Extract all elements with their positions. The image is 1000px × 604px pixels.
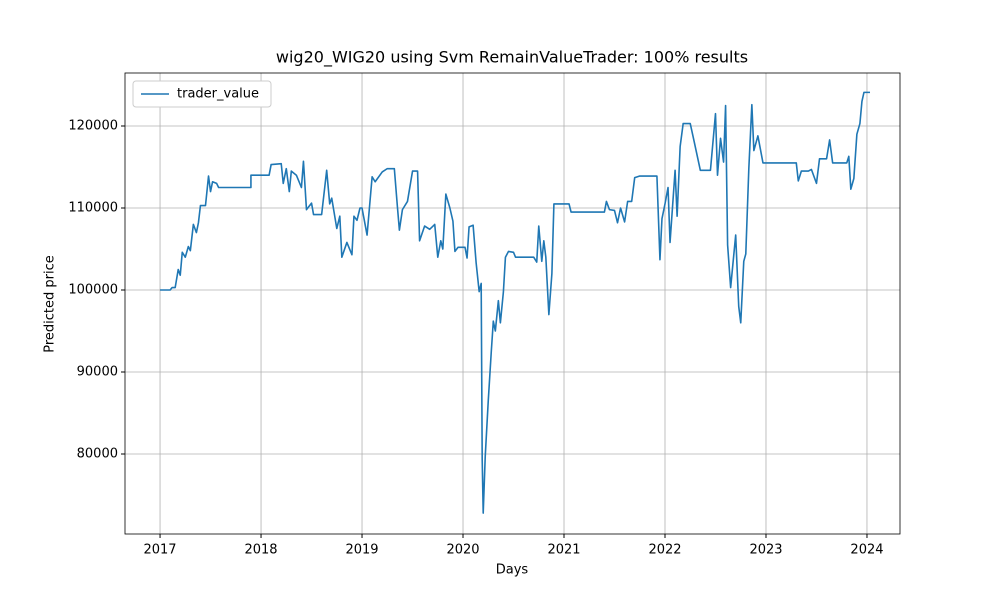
x-tick-label: 2017 [143,543,176,558]
chart-title: wig20_WIG20 using Svm RemainValueTrader:… [276,48,748,68]
plot-frame [124,72,901,535]
legend-box [132,80,272,108]
y-tick-label: 100000 [68,282,118,297]
data-line [160,91,871,514]
x-tick-label: 2024 [850,543,883,558]
x-tick-label: 2018 [244,543,277,558]
y-tick-label: 120000 [68,118,118,133]
x-tick-label: 2019 [345,543,378,558]
y-tick-label: 90000 [77,364,118,379]
y-tick-label: 80000 [77,447,118,462]
x-tick-label: 2023 [749,543,782,558]
x-axis-label: Days [496,563,529,578]
x-tick-label: 2020 [446,543,479,558]
x-tick-label: 2021 [547,543,580,558]
y-axis-label: Predicted price [43,255,58,353]
x-tick-label: 2022 [648,543,681,558]
legend-label: trader_value [177,87,259,102]
y-tick-label: 110000 [68,200,118,215]
